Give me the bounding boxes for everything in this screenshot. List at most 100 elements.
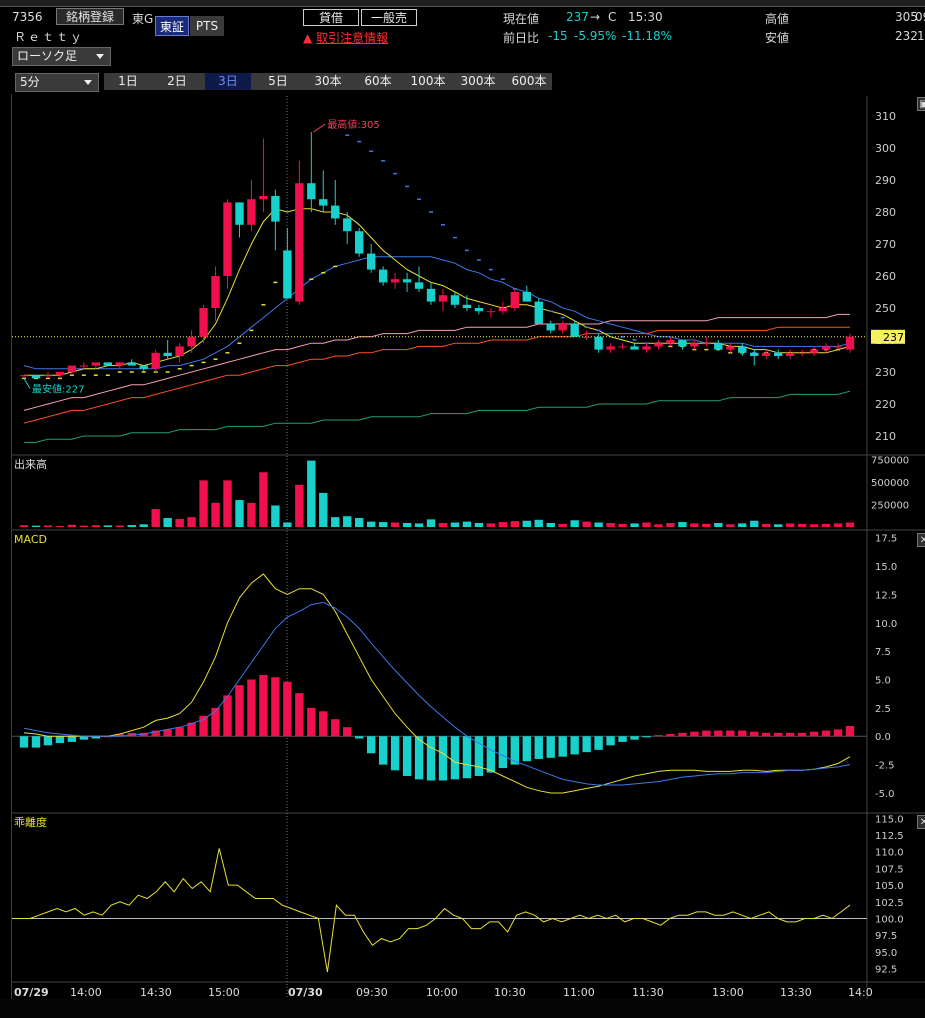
volume-bar bbox=[845, 522, 855, 527]
candle-body bbox=[474, 308, 484, 312]
register-button[interactable]: 銘柄登録 bbox=[56, 8, 124, 25]
current-price-arrow: → bbox=[590, 10, 601, 24]
venue-tab-tse[interactable]: 東証 bbox=[155, 16, 189, 36]
candle-body bbox=[187, 336, 196, 347]
candle-body bbox=[127, 362, 136, 366]
volume-bar bbox=[187, 517, 196, 527]
candle-body bbox=[546, 324, 555, 331]
tab-30bars[interactable]: 30本 bbox=[314, 74, 342, 88]
candle-body bbox=[450, 295, 460, 305]
macd-histogram-bar bbox=[666, 733, 675, 737]
tab-1d[interactable]: 1日 bbox=[118, 74, 138, 88]
macd-histogram-bar bbox=[702, 730, 711, 737]
macd-histogram-bar bbox=[19, 736, 29, 748]
volume-bar bbox=[366, 521, 376, 527]
candle-body bbox=[55, 372, 65, 376]
x-tick-label: 11:00 bbox=[563, 986, 595, 999]
macd-histogram-bar bbox=[809, 731, 819, 737]
candle-body bbox=[175, 346, 184, 356]
macd-histogram-bar bbox=[474, 736, 484, 776]
macd-histogram-bar bbox=[390, 736, 400, 771]
ticker-tab-strip[interactable] bbox=[0, 0, 925, 7]
high-annotation: 最高値:305 bbox=[327, 118, 379, 131]
lending-button[interactable]: 貸借 bbox=[303, 9, 359, 26]
chart-type-select[interactable]: ローソク足 bbox=[12, 47, 111, 66]
candle-body bbox=[558, 324, 567, 331]
macd-histogram-bar bbox=[402, 736, 412, 776]
macd-histogram-bar bbox=[690, 731, 699, 737]
price-tick-label: 220 bbox=[875, 398, 896, 411]
volume-bar bbox=[426, 519, 436, 527]
macd-histogram-bar bbox=[833, 729, 843, 737]
price-tick-label: 290 bbox=[875, 174, 896, 187]
time-scroller[interactable] bbox=[0, 999, 925, 1018]
macd-histogram-bar bbox=[510, 736, 520, 765]
candle-body bbox=[702, 343, 711, 345]
deviation-tick-label: 115.0 bbox=[875, 814, 904, 825]
ma-short-line bbox=[24, 208, 851, 376]
macd-histogram-bar bbox=[211, 707, 220, 737]
macd-tick-label: 15.0 bbox=[875, 562, 897, 573]
tab-100bars[interactable]: 100本 bbox=[410, 74, 446, 88]
volume-bar bbox=[630, 523, 639, 527]
deviation-title: 乖離度 bbox=[14, 815, 47, 829]
close-icon[interactable]: ✕ bbox=[917, 815, 925, 829]
stock-code: 7356 bbox=[12, 10, 43, 24]
macd-histogram-bar bbox=[845, 726, 855, 737]
candle-body bbox=[211, 276, 220, 308]
macd-histogram-bar bbox=[738, 730, 747, 737]
tab-2d[interactable]: 2日 bbox=[167, 74, 187, 88]
volume-bar bbox=[438, 522, 448, 527]
macd-title: MACD bbox=[14, 533, 47, 546]
macd-histogram-bar bbox=[103, 736, 112, 738]
close-icon[interactable]: ✕ bbox=[917, 533, 925, 547]
candle-body bbox=[666, 340, 675, 344]
low-label: 安値 bbox=[765, 31, 790, 45]
volume-bar bbox=[378, 522, 388, 527]
venue-tab-pts[interactable]: PTS bbox=[190, 16, 224, 36]
change-percent: -5.95% bbox=[574, 29, 617, 43]
general-short-button[interactable]: 一般売 bbox=[361, 9, 417, 26]
macd-histogram-bar bbox=[594, 736, 603, 750]
volume-bar bbox=[343, 516, 352, 527]
volume-bar bbox=[43, 525, 53, 527]
tab-600bars[interactable]: 600本 bbox=[511, 74, 547, 88]
volume-tick-label: 250000 bbox=[871, 501, 909, 512]
tab-300bars[interactable]: 300本 bbox=[460, 74, 496, 88]
camera-icon[interactable]: ▣ bbox=[917, 97, 925, 111]
volume-bar bbox=[199, 480, 208, 527]
volume-bar bbox=[702, 523, 711, 527]
candle-body bbox=[762, 352, 771, 356]
macd-histogram-bar bbox=[331, 719, 340, 737]
volume-bar bbox=[115, 525, 124, 527]
macd-histogram-bar bbox=[67, 736, 77, 742]
tab-3d[interactable]: 3日 bbox=[205, 73, 251, 90]
candle-body bbox=[821, 346, 831, 350]
interval-select[interactable]: 5分 bbox=[15, 73, 99, 92]
macd-histogram-bar bbox=[570, 736, 579, 755]
x-tick-label: 14:00 bbox=[70, 986, 102, 999]
volume-bar bbox=[714, 522, 723, 527]
volume-bar bbox=[223, 480, 232, 527]
candle-body bbox=[247, 199, 256, 225]
change-percent-2: -11.18% bbox=[622, 29, 673, 43]
candle-body bbox=[390, 279, 400, 283]
high-time-suffix: 09 bbox=[915, 10, 925, 24]
candle-body bbox=[570, 324, 579, 337]
macd-histogram-bar bbox=[55, 736, 65, 744]
macd-histogram-bar bbox=[115, 733, 124, 737]
macd-histogram-bar bbox=[534, 736, 543, 759]
candle-body bbox=[510, 292, 520, 308]
warning-link[interactable]: ▲ 取引注意情報 bbox=[303, 29, 388, 46]
candle-body bbox=[223, 202, 232, 276]
high-value: 305 bbox=[895, 10, 918, 24]
ma-long1-line bbox=[23, 313, 850, 411]
price-tick-label: 310 bbox=[875, 110, 896, 123]
candle-body bbox=[462, 304, 472, 308]
macd-histogram-bar bbox=[606, 736, 615, 746]
tab-5d[interactable]: 5日 bbox=[268, 74, 288, 88]
tab-60bars[interactable]: 60本 bbox=[364, 74, 392, 88]
macd-line bbox=[23, 573, 851, 794]
volume-bar bbox=[462, 521, 472, 527]
